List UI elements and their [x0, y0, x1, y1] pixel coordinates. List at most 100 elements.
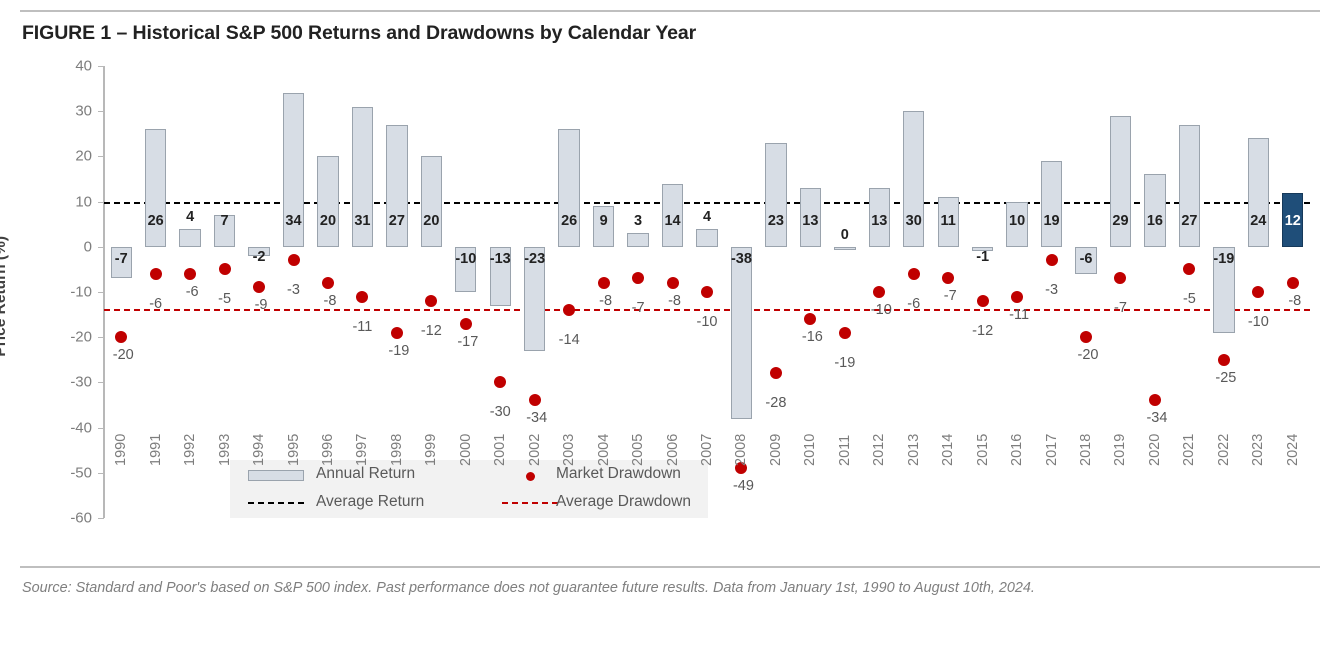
drawdown-dot-2020[interactable]: [1148, 394, 1161, 407]
drawdown-dot-2014[interactable]: [942, 272, 955, 285]
bar-1998[interactable]: [386, 124, 408, 247]
drawdown-dot-2016[interactable]: [1011, 290, 1024, 303]
bar-2020[interactable]: [1144, 174, 1166, 247]
bar-2021[interactable]: [1178, 124, 1201, 247]
drawdown-dot-2003[interactable]: [563, 304, 576, 317]
bar-2001[interactable]: [489, 246, 511, 306]
x-tick-2010: 2010: [802, 433, 819, 466]
bar-2010[interactable]: [799, 188, 822, 247]
drawdown-dot-2004[interactable]: [597, 276, 610, 289]
y-tick-label: 30: [75, 102, 92, 120]
bar-1990[interactable]: [110, 246, 132, 279]
drawdown-dot-1993[interactable]: [218, 263, 231, 276]
bar-1999[interactable]: [420, 156, 443, 247]
chart-legend: Annual Return Market Drawdown Average Retu…: [230, 460, 708, 518]
bar-2003[interactable]: [558, 129, 580, 247]
drawdown-dot-2012[interactable]: [873, 286, 886, 298]
bar-2012[interactable]: [868, 188, 890, 247]
y-tick-label: -40: [70, 419, 92, 437]
bar-2002[interactable]: [524, 246, 546, 351]
drawdown-label-2002: -34: [526, 410, 548, 427]
drawdown-label-2020: -34: [1146, 410, 1168, 427]
drawdown-label-2003: -14: [558, 332, 580, 349]
y-axis-label: Price Return (%): [0, 236, 9, 357]
bar-2008[interactable]: [730, 246, 753, 419]
drawdown-dot-1991[interactable]: [149, 267, 162, 280]
drawdown-dot-2006[interactable]: [666, 276, 679, 289]
drawdown-dot-2011[interactable]: [838, 326, 851, 339]
bar-2019[interactable]: [1109, 115, 1132, 247]
drawdown-dot-2019[interactable]: [1114, 272, 1127, 285]
x-tick-1991: 1991: [147, 433, 164, 466]
bar-2013[interactable]: [903, 111, 925, 247]
drawdown-dot-2017[interactable]: [1045, 254, 1058, 267]
bar-2005[interactable]: [627, 233, 649, 247]
drawdown-dot-1996[interactable]: [321, 276, 334, 289]
y-tick-mark: [98, 201, 104, 203]
drawdown-dot-2021[interactable]: [1183, 263, 1196, 276]
drawdown-dot-2024[interactable]: [1286, 276, 1299, 289]
drawdown-dot-1995[interactable]: [287, 254, 300, 267]
bar-1997[interactable]: [351, 106, 374, 247]
y-tick-mark: [98, 518, 104, 519]
drawdown-dot-2009[interactable]: [769, 367, 782, 380]
bar-2009[interactable]: [765, 142, 787, 247]
bar-1992[interactable]: [179, 228, 201, 247]
bar-1993[interactable]: [213, 215, 236, 247]
bar-1995[interactable]: [282, 93, 305, 247]
bar-2015[interactable]: [971, 246, 994, 252]
bar-2018[interactable]: [1075, 246, 1097, 274]
bar-label-1990: -7: [114, 250, 128, 267]
drawdown-dot-2015[interactable]: [976, 295, 989, 308]
bar-2022[interactable]: [1213, 246, 1235, 333]
bar-label-1999: 20: [423, 212, 440, 229]
drawdown-dot-2001[interactable]: [494, 376, 507, 389]
x-tick-1998: 1998: [388, 433, 405, 466]
bar-label-2010: 13: [802, 212, 819, 229]
drawdown-dot-1992[interactable]: [184, 267, 197, 280]
bar-label-2002: -23: [524, 250, 546, 267]
drawdown-dot-1990[interactable]: [115, 331, 128, 344]
y-tick-label: -60: [70, 509, 92, 527]
drawdown-dot-2005[interactable]: [632, 272, 645, 285]
drawdown-dot-1997[interactable]: [356, 290, 369, 303]
y-tick-label: 40: [75, 57, 92, 75]
bar-2016[interactable]: [1006, 201, 1028, 247]
drawdown-dot-2007[interactable]: [701, 286, 713, 298]
bar-2017[interactable]: [1040, 160, 1063, 247]
x-tick-2011: 2011: [836, 434, 853, 466]
bar-2007[interactable]: [696, 228, 718, 247]
drawdown-label-2004: -8: [599, 292, 613, 309]
drawdown-dot-1999[interactable]: [425, 295, 438, 308]
drawdown-dot-2008[interactable]: [735, 462, 748, 475]
x-tick-2002: 2002: [526, 433, 543, 466]
drawdown-dot-1994[interactable]: [253, 281, 266, 294]
bar-1996[interactable]: [317, 156, 339, 247]
bar-2004[interactable]: [592, 206, 615, 247]
drawdown-label-1998: -19: [388, 342, 410, 359]
drawdown-dot-2000[interactable]: [459, 317, 472, 330]
bar-2014[interactable]: [937, 197, 959, 247]
y-tick-mark: [98, 246, 104, 248]
drawdown-dot-1998[interactable]: [390, 326, 403, 339]
x-tick-2000: 2000: [457, 433, 474, 466]
drawdown-dot-2018[interactable]: [1080, 331, 1093, 344]
bar-2011[interactable]: [834, 246, 856, 250]
bar-1991[interactable]: [145, 129, 167, 247]
x-tick-2020: 2020: [1146, 433, 1163, 466]
bar-2024[interactable]: [1282, 192, 1304, 247]
drawdown-dot-2010[interactable]: [804, 313, 817, 326]
x-tick-2009: 2009: [767, 433, 784, 466]
chart-canvas: Price Return (%) 40 30 20 10 0 -10 -20 -30 -40 -5…: [0, 56, 1340, 556]
drawdown-dot-2013[interactable]: [907, 267, 920, 280]
drawdown-label-2024: -8: [1288, 292, 1302, 309]
drawdown-dot-2002[interactable]: [528, 394, 541, 407]
x-tick-1994: 1994: [251, 433, 268, 466]
drawdown-dot-2022[interactable]: [1217, 353, 1230, 366]
bar-2006[interactable]: [661, 183, 684, 247]
drawdown-dot-2023[interactable]: [1252, 286, 1265, 298]
bar-2023[interactable]: [1247, 138, 1269, 247]
bar-2000[interactable]: [455, 246, 477, 292]
drawdown-label-2005: -7: [631, 300, 645, 317]
bar-1994[interactable]: [248, 246, 270, 256]
